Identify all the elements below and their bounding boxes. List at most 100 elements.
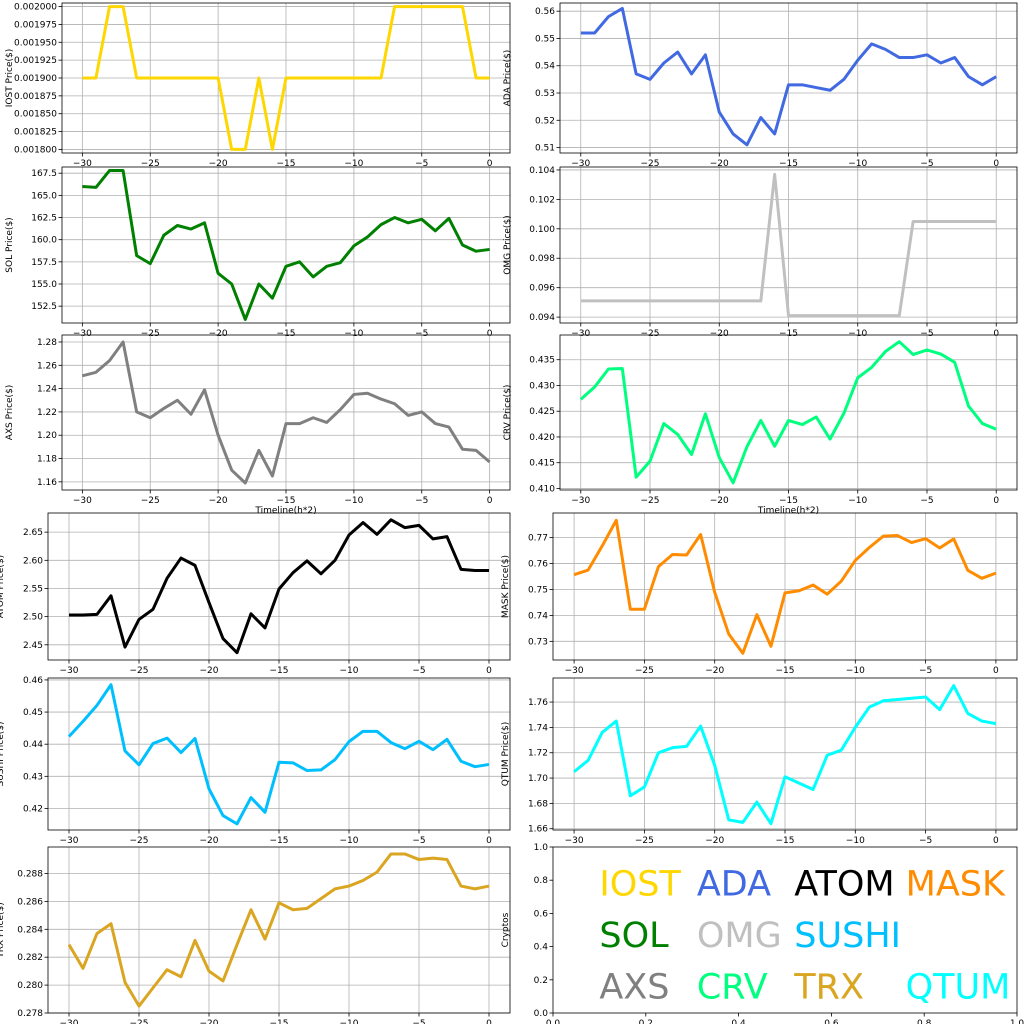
plot-frame (559, 334, 1018, 491)
series-line-iost (82, 5, 490, 151)
y-axis-label: MASK Price($) (501, 555, 511, 618)
x-tick-label: −30 (565, 836, 584, 846)
x-tick-label: 0 (486, 836, 492, 846)
y-axis-label: SOL Price($) (5, 217, 15, 272)
y-tick-label: 0.096 (529, 284, 555, 294)
legend-entry-atom: ATOM (794, 865, 894, 905)
x-tick-label: 0 (993, 159, 999, 169)
y-tick-label: 0.2 (534, 976, 548, 986)
y-tick-label: 1.72 (528, 749, 548, 759)
y-axis-label: Cryptos (501, 912, 511, 947)
x-tick-label: −20 (710, 496, 729, 506)
x-tick-label: −30 (73, 329, 92, 339)
panel-omg: −30 −25 −20 −15 −10 −5 0 0.094 0.096 0.098 0.100 0.… (503, 166, 1018, 339)
y-tick-label: 165.0 (31, 191, 57, 201)
x-tick-label: −25 (635, 666, 654, 676)
x-axis-label: Timeline(h*2) (757, 506, 819, 516)
panel-ada: −30 −25 −20 −15 −10 −5 0 0.51 0.52 0.53 0.54 0.55 0.… (503, 2, 1018, 169)
y-tick-label: 0.001850 (14, 110, 57, 120)
x-tick-label: 0 (487, 329, 493, 339)
x-tick-label: 0.8 (917, 1019, 932, 1024)
panel-mask: −30 −25 −20 −15 −10 −5 0 0.73 0.74 0.75 0.76 0.77 MA… (501, 512, 1018, 676)
x-tick-label: −30 (73, 159, 92, 169)
y-tick-label: 0.280 (17, 981, 43, 991)
series-line-crv (579, 340, 997, 485)
plot-frame (47, 512, 511, 661)
x-tick-label: −20 (209, 496, 228, 506)
series-line-sol (82, 169, 490, 321)
y-tick-label: 0.56 (535, 7, 555, 17)
x-tick-label: −5 (920, 329, 933, 339)
x-tick-label: −15 (277, 329, 296, 339)
series-line-axs (81, 340, 491, 485)
x-tick-label: −30 (571, 159, 590, 169)
y-tick-label: 0.4 (534, 943, 549, 953)
x-tick-label: −5 (412, 836, 425, 846)
x-tick-label: −5 (412, 1019, 425, 1024)
x-axis-label: Timeline(h*2) (254, 506, 316, 516)
x-tick-label: −10 (340, 1019, 359, 1024)
y-tick-label: 0.100 (529, 225, 555, 235)
x-tick-label: −15 (277, 159, 296, 169)
y-tick-label: 0.286 (17, 897, 43, 907)
x-tick-label: −20 (200, 1019, 219, 1024)
x-tick-label: −10 (340, 666, 359, 676)
y-tick-label: 2.45 (23, 641, 43, 651)
x-tick-label: 0.0 (546, 1019, 561, 1024)
y-tick-label: 0.73 (528, 637, 548, 647)
x-tick-label: −30 (571, 496, 590, 506)
x-tick-label: −5 (415, 496, 428, 506)
x-tick-label: −20 (710, 329, 729, 339)
x-tick-label: −25 (130, 836, 149, 846)
series-line-sushi (67, 683, 490, 826)
x-tick-label: −20 (200, 666, 219, 676)
x-tick-label: −15 (270, 666, 289, 676)
x-tick-label: −30 (565, 666, 584, 676)
y-tick-label: 155.0 (31, 280, 57, 290)
x-tick-label: −30 (73, 496, 92, 506)
plot-frame (559, 166, 1018, 324)
x-tick-label: −10 (848, 159, 867, 169)
x-tick-label: 0.6 (824, 1019, 839, 1024)
y-tick-label: 2.50 (23, 613, 43, 623)
y-tick-label: 0.45 (23, 708, 43, 718)
y-tick-label: 2.60 (23, 556, 43, 566)
series-line-atom (69, 518, 489, 655)
x-tick-label: 0 (486, 1019, 492, 1024)
x-tick-label: −15 (270, 836, 289, 846)
x-tick-label: −5 (920, 159, 933, 169)
x-tick-label: −15 (779, 159, 798, 169)
y-tick-label: 0.53 (535, 89, 555, 99)
y-tick-label: 0.0 (534, 1009, 549, 1019)
y-tick-label: 1.20 (37, 431, 57, 441)
y-tick-label: 0.410 (529, 484, 555, 494)
y-tick-label: 0.435 (529, 356, 555, 366)
y-tick-label: 0.002000 (14, 3, 57, 13)
x-tick-label: −5 (412, 666, 425, 676)
series-line-qtum (573, 684, 997, 826)
x-tick-label: −20 (209, 159, 228, 169)
y-tick-label: 0.42 (23, 804, 43, 814)
x-tick-label: −20 (200, 836, 219, 846)
y-tick-label: 1.66 (528, 825, 548, 835)
y-tick-label: 1.0 (534, 843, 549, 853)
panel-sushi: −30 −25 −20 −15 −10 −5 0 0.42 0.43 0.44 0.45 0.46 SU… (0, 676, 511, 846)
x-tick-label: −30 (571, 329, 590, 339)
y-tick-label: 1.22 (37, 408, 57, 418)
y-tick-label: 0.001875 (14, 92, 57, 102)
y-tick-label: 0.284 (17, 925, 43, 935)
x-tick-label: −10 (848, 329, 867, 339)
x-tick-label: −25 (635, 836, 654, 846)
y-axis-label: ATOM Price($) (0, 555, 6, 618)
y-tick-label: 0.415 (529, 459, 555, 469)
x-tick-label: 0 (487, 159, 493, 169)
x-tick-label: −25 (130, 1019, 149, 1024)
x-tick-label: −10 (846, 666, 865, 676)
y-tick-label: 0.098 (529, 254, 555, 264)
series-line-omg (580, 172, 997, 318)
y-tick-label: 0.001825 (14, 128, 57, 138)
x-tick-label: −15 (776, 836, 795, 846)
legend-entry-mask: MASK (906, 865, 1006, 905)
x-tick-label: −10 (340, 836, 359, 846)
x-tick-label: −10 (848, 496, 867, 506)
